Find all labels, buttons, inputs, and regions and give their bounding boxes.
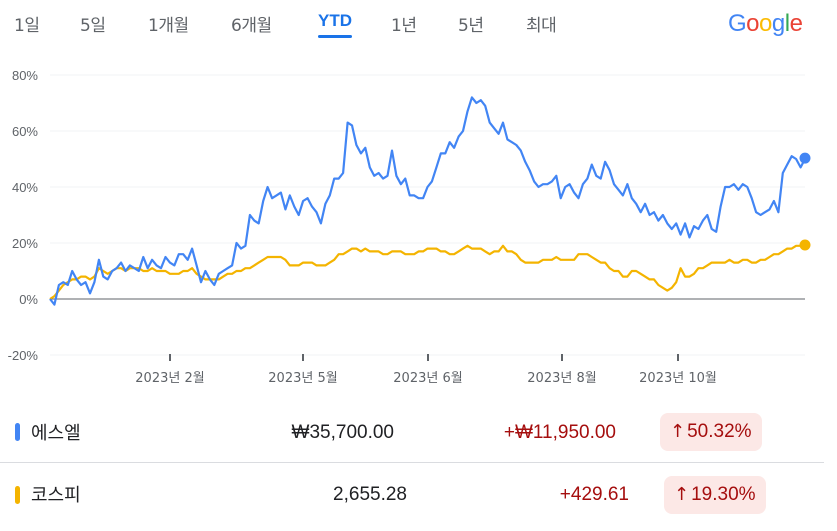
sl-end-dot [799,152,811,164]
svg-text:0%: 0% [19,292,38,307]
tab-5[interactable]: 1년 [391,16,417,36]
arrow-up-icon: ↑ [674,484,690,505]
price-chart[interactable]: 80%60%40%20%0%-20% 2023년 2월 2023년 5월 2023년… [0,60,837,395]
tab-3[interactable]: 6개월 [231,16,272,36]
active-tab-underline [318,35,352,38]
stock-name: 코스피 [31,485,81,506]
sl-line [49,96,806,306]
stock-name: 에스엘 [31,423,81,444]
x-axis-ticks: 2023년 2월 2023년 5월 2023년 6월 2023년 8월 2023년 10… [135,354,717,386]
tab-0[interactable]: 1일 [14,16,40,36]
svg-text:60%: 60% [12,124,38,139]
table-row[interactable]: 에스엘 ₩35,700.00 +₩11,950.00 ↑ 50.32% [0,400,824,463]
svg-text:2023년 6월: 2023년 6월 [393,371,462,386]
kospi-line [49,244,805,300]
svg-text:-20%: -20% [8,348,39,363]
percent-change: 19.30% [691,484,756,505]
stock-price: 2,655.28 [333,484,407,505]
table-row[interactable]: 코스피 2,655.28 +429.61 ↑ 19.30% [0,463,837,525]
price-change: +429.61 [559,484,629,505]
y-axis-labels: 80% 60% 40% 20% 0% -20% [8,68,39,363]
google-logo: Google [728,10,803,37]
series-color-swatch [15,423,20,441]
stock-price: ₩35,700.00 [291,422,394,443]
svg-text:20%: 20% [12,236,38,251]
range-tabs: 1일 5일 1개월 6개월 YTD 1년 5년 최대 [0,0,837,50]
tab-6[interactable]: 5년 [458,16,484,36]
tab-1[interactable]: 5일 [80,16,106,36]
arrow-up-icon: ↑ [670,421,686,442]
percent-change: 50.32% [687,421,752,442]
tab-2[interactable]: 1개월 [148,16,189,36]
svg-text:2023년 8월: 2023년 8월 [527,371,596,386]
kospi-end-dot [799,239,811,251]
svg-text:2023년 2월: 2023년 2월 [135,371,204,386]
percent-change-badge: ↑ 50.32% [660,413,762,451]
svg-text:40%: 40% [12,180,38,195]
percent-change-badge: ↑ 19.30% [664,476,766,514]
tab-7[interactable]: 최대 [526,16,557,36]
chart-gridlines [50,74,805,356]
series-color-swatch [15,486,20,504]
svg-text:80%: 80% [12,68,38,83]
tab-4[interactable]: YTD [318,11,352,38]
comparison-table: 에스엘 ₩35,700.00 +₩11,950.00 ↑ 50.32% 코스피 … [0,400,837,525]
svg-text:2023년 10월: 2023년 10월 [639,371,717,386]
svg-text:2023년 5월: 2023년 5월 [268,371,337,386]
price-change: +₩11,950.00 [503,422,616,443]
